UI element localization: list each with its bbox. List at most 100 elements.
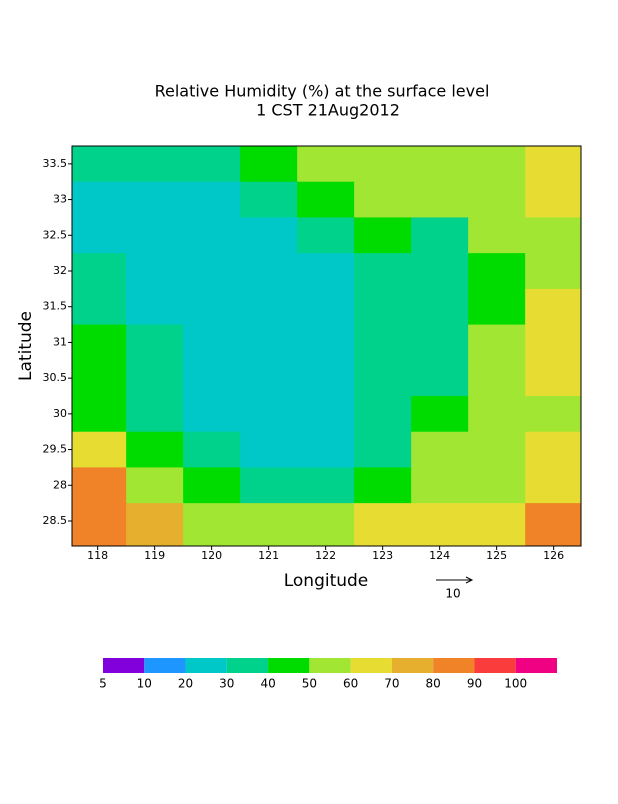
field-cell — [525, 181, 582, 218]
field-cell — [126, 431, 184, 468]
colorbar-label: 5 — [99, 677, 107, 691]
x-tick-label: 118 — [87, 549, 108, 562]
chart-subtitle: 1 CST 21Aug2012 — [256, 101, 400, 120]
field-cell — [468, 467, 526, 504]
field-cell — [183, 324, 241, 361]
field-cell — [297, 324, 355, 361]
x-tick-label: 121 — [258, 549, 279, 562]
field-cell — [468, 324, 526, 361]
field-cell — [183, 146, 241, 183]
field-cell — [525, 217, 582, 254]
field-cell — [411, 217, 469, 254]
field-cell — [525, 467, 582, 504]
field-cell — [240, 217, 298, 254]
x-axis-label: Longitude — [284, 571, 369, 591]
y-tick-label: 33 — [53, 193, 67, 206]
colorbar-label: 60 — [343, 677, 358, 691]
x-tick-label: 120 — [201, 549, 222, 562]
field-cell — [297, 431, 355, 468]
field-cell — [72, 467, 127, 504]
field-cell — [297, 360, 355, 397]
field-cell — [297, 467, 355, 504]
chart-title: Relative Humidity (%) at the surface lev… — [155, 82, 490, 101]
field-cell — [297, 396, 355, 433]
field-cell — [126, 396, 184, 433]
field-cell — [240, 467, 298, 504]
field-cell — [411, 288, 469, 326]
x-tick-label: 126 — [543, 549, 564, 562]
colorbar-label: 90 — [467, 677, 482, 691]
reference-vector-label: 10 — [445, 587, 460, 601]
y-tick-label: 30.5 — [43, 371, 68, 384]
field-cell — [468, 217, 526, 254]
y-tick-label: 33.5 — [43, 157, 68, 170]
y-axis-label: Latitude — [16, 311, 36, 381]
field-cell — [72, 360, 127, 397]
field-cell — [72, 431, 127, 468]
field-cell — [240, 360, 298, 397]
field-cell — [525, 324, 582, 361]
field-cell — [126, 181, 184, 218]
field-cell — [183, 467, 241, 504]
x-tick-label: 125 — [486, 549, 507, 562]
field-cell — [240, 396, 298, 433]
colorbar-box — [433, 658, 475, 673]
field-cell — [411, 503, 469, 547]
field-cell — [126, 288, 184, 326]
field-cell — [72, 324, 127, 361]
field-cell — [525, 288, 582, 326]
field-layer — [72, 146, 582, 547]
y-tick-label: 32 — [53, 264, 67, 277]
field-cell — [183, 360, 241, 397]
y-tick-label: 28.5 — [43, 514, 68, 527]
field-cell — [183, 431, 241, 468]
x-tick-label: 122 — [315, 549, 336, 562]
field-cell — [240, 253, 298, 290]
field-cell — [468, 396, 526, 433]
field-cell — [411, 253, 469, 290]
field-cell — [126, 217, 184, 254]
colorbar-box — [309, 658, 351, 673]
field-cell — [525, 396, 582, 433]
y-tick-label: 28 — [53, 478, 67, 491]
field-cell — [354, 360, 412, 397]
field-cell — [411, 467, 469, 504]
field-cell — [240, 181, 298, 218]
field-cell — [297, 288, 355, 326]
field-cell — [411, 146, 469, 183]
colorbar-label: 10 — [137, 677, 152, 691]
colorbar-label: 40 — [260, 677, 275, 691]
reference-arrowhead — [465, 576, 474, 584]
field-cell — [354, 253, 412, 290]
field-cell — [297, 146, 355, 183]
y-tick-label: 31.5 — [43, 300, 68, 313]
field-cell — [126, 467, 184, 504]
field-cell — [240, 288, 298, 326]
field-cell — [411, 431, 469, 468]
colorbar-box — [103, 658, 145, 673]
field-cell — [297, 181, 355, 218]
colorbar-box — [350, 658, 392, 673]
field-cell — [126, 503, 184, 547]
colorbar-box — [268, 658, 310, 673]
field-cell — [126, 146, 184, 183]
field-cell — [72, 217, 127, 254]
field-cell — [468, 431, 526, 468]
field-cell — [468, 288, 526, 326]
field-cell — [525, 146, 582, 183]
field-cell — [183, 396, 241, 433]
field-cell — [354, 503, 412, 547]
field-cell — [72, 503, 127, 547]
colorbar-label: 50 — [302, 677, 317, 691]
colorbar-box — [474, 658, 516, 673]
field-cell — [240, 431, 298, 468]
y-tick-label: 29.5 — [43, 443, 68, 456]
colorbar-label: 30 — [219, 677, 234, 691]
colorbar-box — [185, 658, 227, 673]
colorbar-box — [515, 658, 557, 673]
field-cell — [354, 181, 412, 218]
plot-frame — [71, 145, 582, 547]
field-cell — [525, 503, 582, 547]
field-cell — [354, 217, 412, 254]
